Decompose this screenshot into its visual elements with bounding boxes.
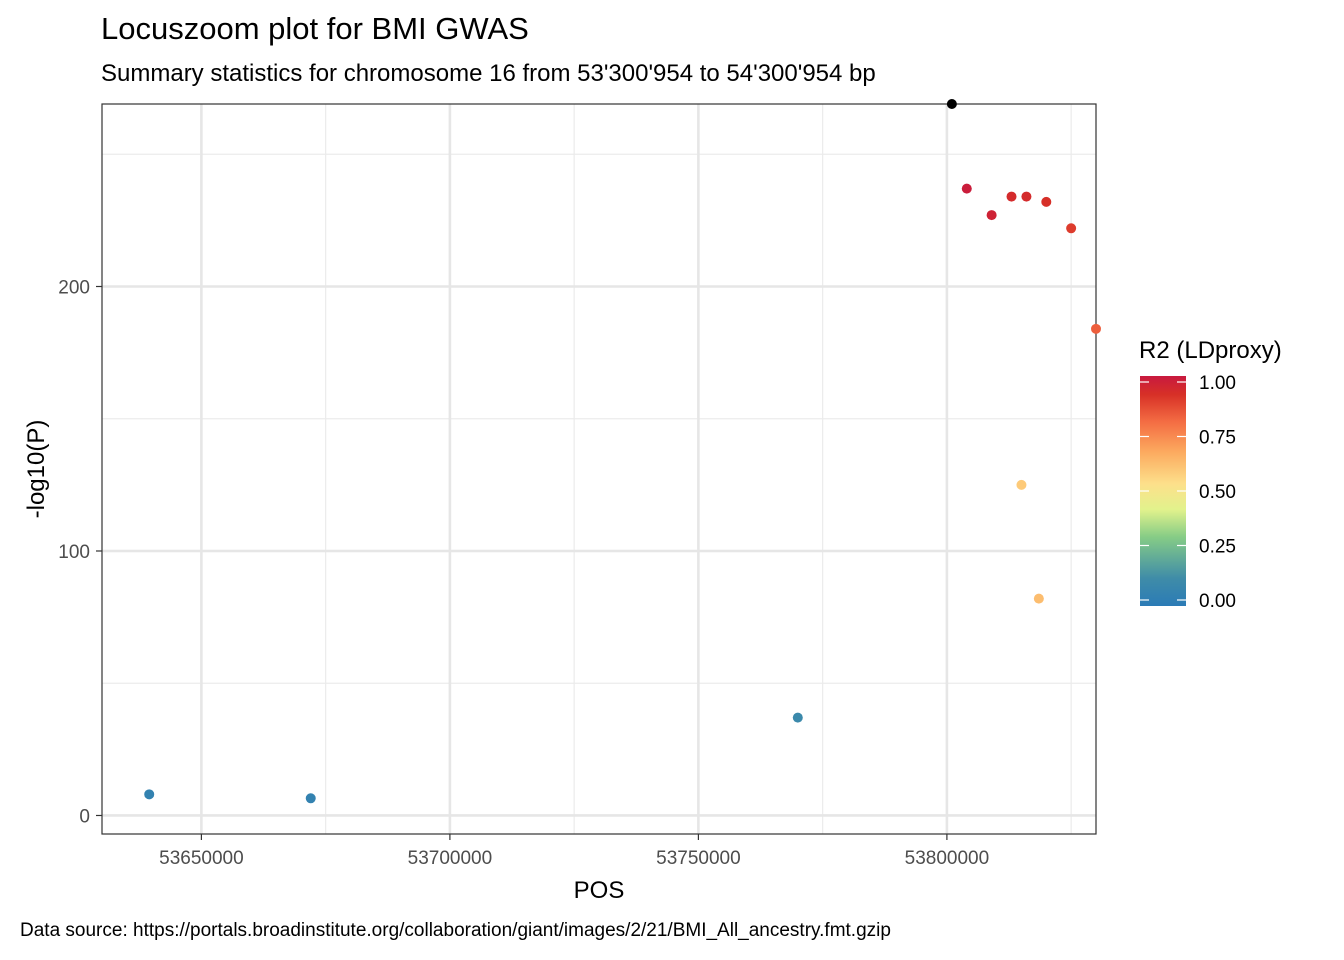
x-tick-label: 53650000 — [159, 848, 244, 869]
y-axis-ticks: 0 100 200 — [58, 278, 102, 827]
snp-point — [986, 210, 997, 221]
major-gridlines — [102, 104, 1096, 834]
snp-point — [1091, 323, 1101, 334]
legend-tick-label: 0.50 — [1199, 482, 1236, 503]
legend-ticks: 1.00 0.75 0.50 0.25 0.00 — [1140, 373, 1236, 612]
legend-tick-label: 0.25 — [1199, 537, 1236, 558]
x-tick-label: 53750000 — [656, 848, 741, 869]
y-tick-label: 200 — [58, 278, 90, 299]
legend-tick-label: 1.00 — [1199, 373, 1236, 394]
minor-gridlines — [102, 104, 1096, 834]
legend-tick-label: 0.00 — [1199, 591, 1236, 612]
panel-border — [101, 103, 1097, 835]
legend: R2 (LDproxy) 1.00 0.75 0.50 0.25 0.00 — [1139, 337, 1282, 612]
data-source-caption: Data source: https://portals.broadinstit… — [20, 920, 891, 941]
snp-point — [305, 793, 316, 804]
snp-point — [1021, 191, 1032, 202]
chart-title: Locuszoom plot for BMI GWAS — [101, 11, 529, 46]
y-tick-label: 0 — [79, 806, 90, 827]
snp-point — [1041, 196, 1052, 207]
y-axis-label: -log10(P) — [23, 420, 50, 519]
x-tick-label: 53800000 — [905, 848, 990, 869]
snp-point — [1033, 593, 1044, 604]
chart-subtitle: Summary statistics for chromosome 16 fro… — [101, 60, 876, 87]
snp-point — [1066, 223, 1077, 234]
x-tick-label: 53700000 — [408, 848, 493, 869]
legend-tick-label: 0.75 — [1199, 428, 1236, 449]
legend-title: R2 (LDproxy) — [1139, 337, 1282, 364]
x-axis-ticks: 53650000 53700000 53750000 53800000 — [159, 834, 989, 869]
lead-snp-point — [946, 99, 957, 109]
data-points — [144, 99, 1101, 804]
x-axis-label: POS — [574, 877, 625, 904]
snp-point — [1006, 191, 1017, 202]
snp-point — [961, 183, 972, 194]
snp-point — [792, 712, 803, 723]
snp-point — [1016, 479, 1027, 490]
snp-point — [144, 789, 155, 800]
y-tick-label: 100 — [58, 542, 90, 563]
